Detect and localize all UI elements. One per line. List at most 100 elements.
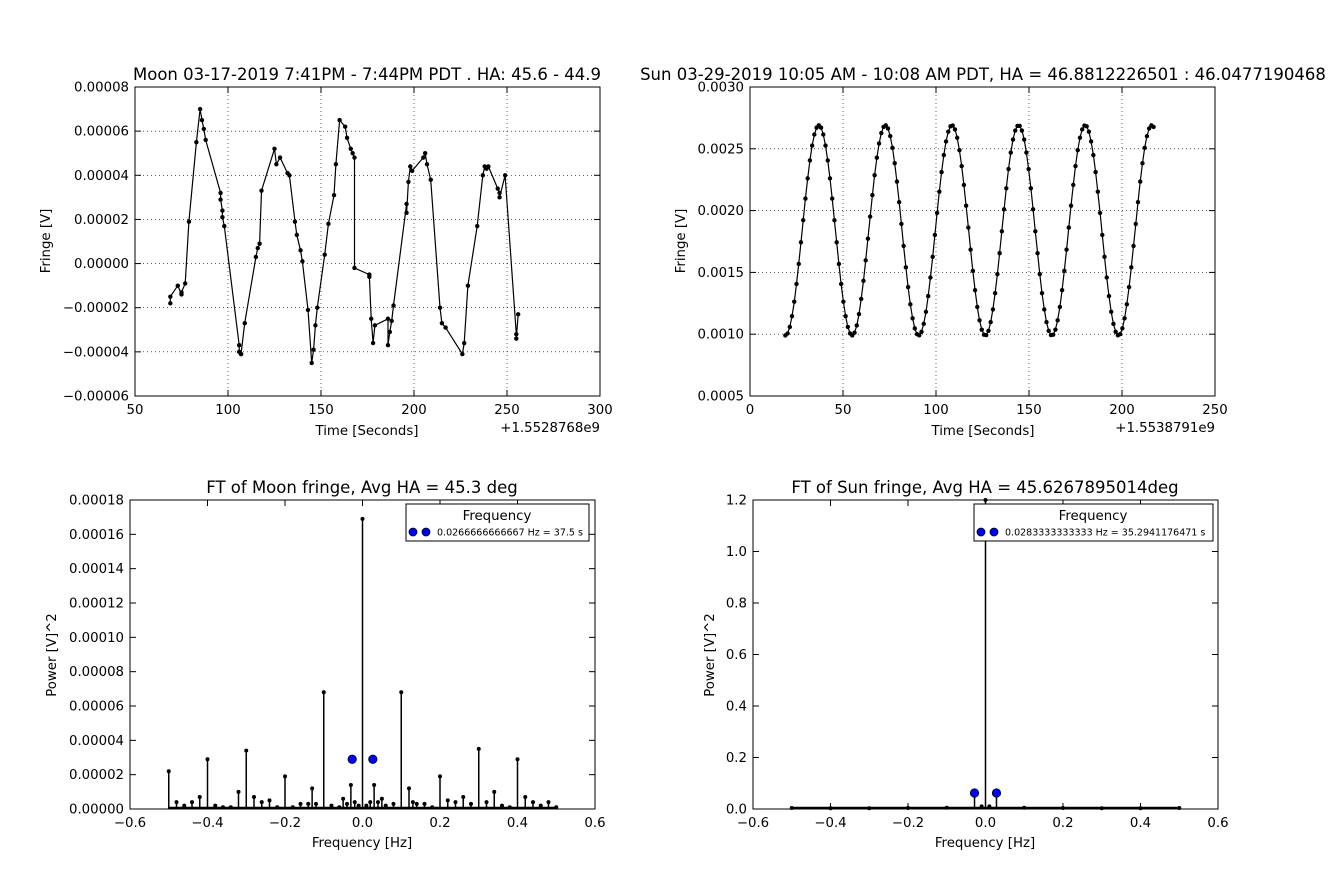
data-point (970, 268, 976, 273)
sun-fringe-panel: Sun 03-29-2019 10:05 AM - 10:08 AM PDT, … (640, 65, 1326, 439)
y-tick-label: 0.00012 (69, 597, 124, 612)
data-point (277, 155, 283, 160)
data-point (1135, 199, 1141, 205)
y-tick-label: 0.0015 (697, 266, 744, 281)
stem-marker (205, 757, 210, 762)
data-point (1066, 225, 1072, 230)
data-point (515, 312, 521, 317)
stem-marker (283, 774, 287, 779)
data-point (342, 124, 348, 129)
data-point (1037, 271, 1042, 277)
moon-fringe-offset-text: +1.5528768e9 (500, 421, 600, 436)
data-point (834, 240, 839, 245)
data-point (242, 320, 247, 326)
data-point (825, 158, 830, 163)
x-tick-label: 50 (835, 403, 852, 418)
data-point (274, 162, 279, 167)
stem-marker (321, 690, 326, 695)
x-tick-label: −0.2 (892, 816, 924, 831)
data-point (959, 163, 964, 169)
data-point (168, 301, 173, 306)
data-point (930, 254, 935, 260)
data-point (1057, 304, 1063, 310)
stem-marker (368, 800, 373, 805)
peak-marker (368, 754, 378, 764)
data-point (421, 155, 426, 160)
data-point (870, 192, 875, 198)
data-point (1033, 229, 1038, 234)
data-point (428, 177, 433, 182)
data-point (818, 125, 824, 130)
data-point (1053, 327, 1058, 332)
data-point (785, 331, 790, 336)
stem-marker (314, 801, 318, 806)
stem-marker (383, 803, 388, 808)
data-point (1124, 302, 1130, 307)
data-point (175, 283, 180, 288)
data-point (350, 151, 355, 156)
data-point (988, 319, 993, 325)
data-point (955, 135, 960, 140)
y-tick-label: 0.6 (726, 648, 747, 663)
data-point (943, 139, 949, 144)
data-point (1030, 207, 1036, 212)
stem-marker (267, 798, 272, 803)
data-point (809, 143, 815, 148)
data-point (439, 320, 445, 326)
data-point (272, 146, 277, 151)
moon-ft-xlabel: Frequency [Hz] (312, 836, 412, 851)
x-tick-label: −0.4 (191, 816, 223, 831)
data-point (899, 221, 904, 227)
data-point (1111, 321, 1116, 327)
data-point (1122, 316, 1127, 321)
data-point (1104, 275, 1109, 280)
data-point (905, 284, 911, 290)
data-point (805, 176, 810, 181)
data-point (1062, 268, 1067, 273)
data-point (1017, 123, 1022, 129)
data-point (1059, 287, 1065, 293)
data-point (220, 208, 225, 213)
y-tick-label: −0.00004 (63, 345, 129, 360)
stem-marker (259, 800, 264, 805)
data-point (865, 236, 871, 241)
data-point (972, 287, 978, 293)
data-point (1120, 326, 1125, 331)
data-point (1006, 166, 1011, 172)
data-point (843, 314, 848, 319)
data-point (1044, 319, 1049, 325)
stem-marker (410, 800, 415, 805)
stem-marker (469, 801, 473, 806)
data-point (1126, 284, 1132, 290)
stem-marker (329, 803, 334, 808)
data-point (1144, 133, 1150, 139)
data-point (957, 147, 962, 153)
data-point (923, 309, 929, 314)
data-point (901, 243, 906, 249)
data-point (1019, 128, 1025, 133)
data-point (952, 127, 958, 132)
x-tick-label: 200 (401, 403, 426, 418)
stem-marker (546, 800, 551, 805)
data-point (939, 169, 944, 175)
data-point (222, 223, 227, 229)
data-point (292, 219, 298, 224)
data-point (950, 123, 955, 128)
data-point (992, 290, 998, 296)
data-point (1055, 318, 1060, 323)
y-tick-label: 0.00006 (69, 700, 124, 715)
x-tick-label: 150 (1016, 403, 1041, 418)
moon-ft-ylabel: Power [V]^2 (45, 613, 60, 697)
x-tick-label: 250 (494, 403, 519, 418)
stem-marker (221, 805, 225, 810)
data-point (480, 173, 486, 178)
data-point (1024, 150, 1029, 155)
data-point (465, 283, 471, 288)
y-tick-label: 0.00016 (69, 528, 124, 543)
data-point (827, 176, 833, 181)
data-point (1021, 137, 1027, 142)
x-tick-label: −0.6 (114, 816, 146, 831)
data-point (977, 318, 982, 323)
data-point (218, 197, 223, 202)
